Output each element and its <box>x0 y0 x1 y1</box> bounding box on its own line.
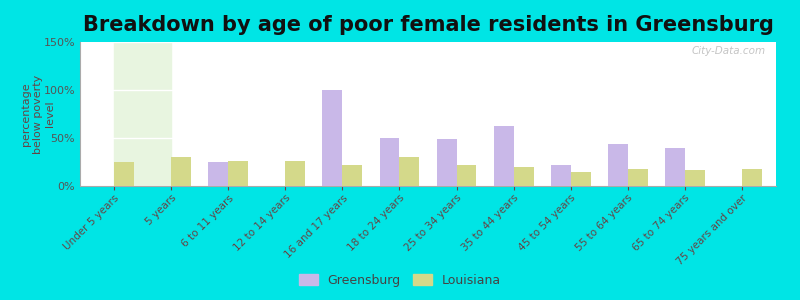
Bar <box>570 172 590 186</box>
Bar <box>665 148 685 186</box>
Bar <box>208 162 228 186</box>
Bar <box>457 165 477 186</box>
Bar <box>322 90 342 186</box>
Title: Breakdown by age of poor female residents in Greensburg: Breakdown by age of poor female resident… <box>82 15 774 35</box>
Bar <box>628 169 648 186</box>
Bar <box>437 139 457 186</box>
Bar <box>228 161 248 186</box>
Bar <box>286 161 306 186</box>
Legend: Greensburg, Louisiana: Greensburg, Louisiana <box>295 270 505 291</box>
Bar <box>399 157 419 186</box>
Bar <box>550 165 570 186</box>
Bar <box>494 127 514 186</box>
Y-axis label: percentage
below poverty
level: percentage below poverty level <box>22 74 54 154</box>
Bar <box>742 169 762 186</box>
Bar <box>379 138 399 186</box>
Bar <box>514 167 534 186</box>
Bar <box>685 170 705 186</box>
Bar <box>114 0 171 186</box>
Bar <box>608 144 628 186</box>
Bar <box>114 162 134 186</box>
Bar <box>171 157 191 186</box>
Bar <box>342 165 362 186</box>
Text: City-Data.com: City-Data.com <box>691 46 766 56</box>
